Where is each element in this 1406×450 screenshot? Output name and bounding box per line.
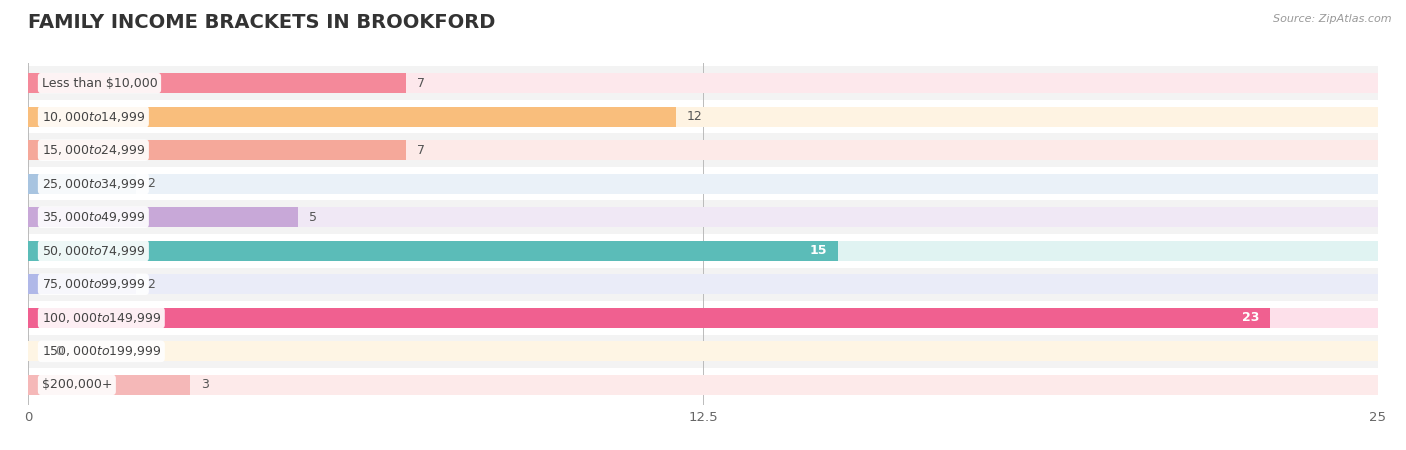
Text: Less than $10,000: Less than $10,000 [42, 76, 157, 90]
Text: 2: 2 [146, 278, 155, 291]
Text: 7: 7 [416, 144, 425, 157]
Bar [28, 375, 190, 395]
Text: $15,000 to $24,999: $15,000 to $24,999 [42, 143, 145, 157]
Bar [28, 174, 136, 194]
Bar [28, 341, 1378, 361]
Bar [28, 241, 1378, 261]
Bar [28, 375, 1378, 395]
Text: $200,000+: $200,000+ [42, 378, 112, 392]
Text: 12: 12 [686, 110, 703, 123]
Bar [28, 174, 1378, 194]
Text: 15: 15 [810, 244, 827, 257]
Text: Source: ZipAtlas.com: Source: ZipAtlas.com [1274, 14, 1392, 23]
Bar [28, 234, 1378, 268]
Text: $10,000 to $14,999: $10,000 to $14,999 [42, 110, 145, 124]
Bar [28, 207, 1378, 227]
Bar [28, 140, 406, 160]
Text: $100,000 to $149,999: $100,000 to $149,999 [42, 311, 162, 325]
Bar [28, 301, 1378, 335]
Text: FAMILY INCOME BRACKETS IN BROOKFORD: FAMILY INCOME BRACKETS IN BROOKFORD [28, 14, 495, 32]
Text: 0: 0 [55, 345, 63, 358]
Text: $75,000 to $99,999: $75,000 to $99,999 [42, 277, 145, 291]
Text: $25,000 to $34,999: $25,000 to $34,999 [42, 177, 145, 191]
Text: 5: 5 [309, 211, 316, 224]
Bar [28, 133, 1378, 167]
Text: $35,000 to $49,999: $35,000 to $49,999 [42, 210, 145, 224]
Bar [28, 100, 1378, 133]
Bar [28, 140, 1378, 160]
Bar [28, 73, 1378, 93]
Text: 23: 23 [1241, 311, 1260, 324]
Bar [28, 308, 1270, 328]
Bar [28, 107, 1378, 127]
Bar [28, 107, 676, 127]
Bar [28, 200, 1378, 234]
Bar [28, 241, 838, 261]
Bar [28, 274, 136, 294]
Bar [28, 207, 298, 227]
Text: 2: 2 [146, 177, 155, 190]
Bar [28, 368, 1378, 402]
Text: 7: 7 [416, 76, 425, 90]
Bar [28, 335, 1378, 368]
Bar [28, 167, 1378, 200]
Text: $150,000 to $199,999: $150,000 to $199,999 [42, 344, 162, 358]
Bar [28, 268, 1378, 301]
Text: $50,000 to $74,999: $50,000 to $74,999 [42, 244, 145, 258]
Bar [28, 274, 1378, 294]
Bar [28, 66, 1378, 100]
Bar [28, 73, 406, 93]
Bar [28, 308, 1378, 328]
Text: 3: 3 [201, 378, 208, 392]
